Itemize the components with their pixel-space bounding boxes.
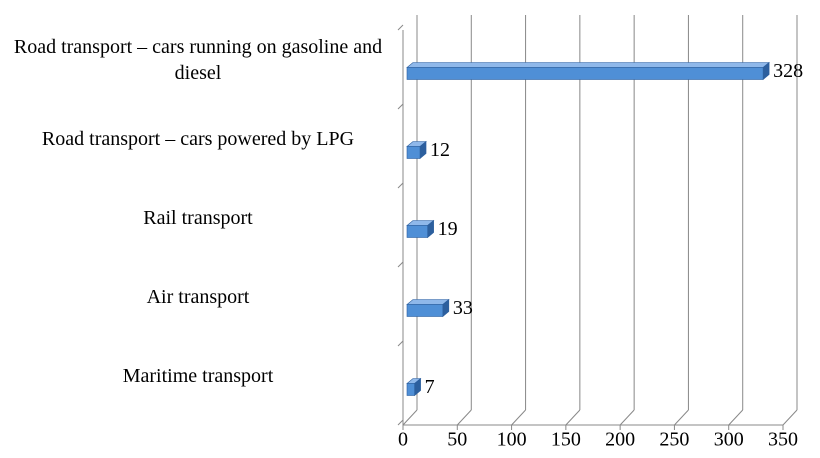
- left-wall-tick: [397, 103, 404, 110]
- floor-grid-line: [511, 409, 526, 426]
- x-tick-label: 100: [497, 429, 527, 451]
- left-wall-tick: [397, 419, 404, 426]
- value-label: 33: [453, 297, 473, 319]
- bar: [406, 377, 422, 397]
- x-tick-label: 50: [447, 429, 467, 451]
- left-wall-tick: [397, 182, 404, 189]
- y-tick-label: Rail transport: [143, 206, 253, 229]
- left-wall-tick: [397, 340, 404, 347]
- value-label: 19: [438, 218, 458, 240]
- bar: [406, 140, 427, 160]
- y-tick-label: Air transport: [146, 285, 250, 308]
- bar: [406, 61, 770, 81]
- left-wall-tick: [397, 24, 404, 31]
- left-wall-tick: [397, 261, 404, 268]
- x-tick-label: 200: [605, 429, 635, 451]
- y-tick-label: Road transport – cars running on gasolin…: [13, 35, 383, 84]
- floor-grid-line: [619, 409, 635, 426]
- x-tick-label: 350: [768, 429, 798, 451]
- bar: [406, 219, 435, 239]
- floor-grid-line: [456, 409, 472, 426]
- floor-grid-line: [782, 409, 798, 426]
- value-label: 12: [430, 139, 450, 161]
- x-tick-label: 300: [714, 429, 744, 451]
- value-label: 7: [425, 376, 435, 398]
- value-label: 328: [773, 60, 803, 82]
- y-tick-label: Maritime transport: [122, 364, 274, 387]
- bar: [406, 298, 450, 318]
- x-tick-label: 0: [398, 429, 408, 451]
- x-tick-label: 150: [551, 429, 581, 451]
- floor-grid-line: [565, 409, 581, 426]
- floor-grid-line: [674, 409, 689, 426]
- floor-grid-line: [402, 409, 418, 426]
- x-tick-label: 250: [659, 429, 689, 451]
- floor-grid-line: [728, 409, 744, 426]
- y-tick-label: Road transport – cars powered by LPG: [41, 127, 355, 150]
